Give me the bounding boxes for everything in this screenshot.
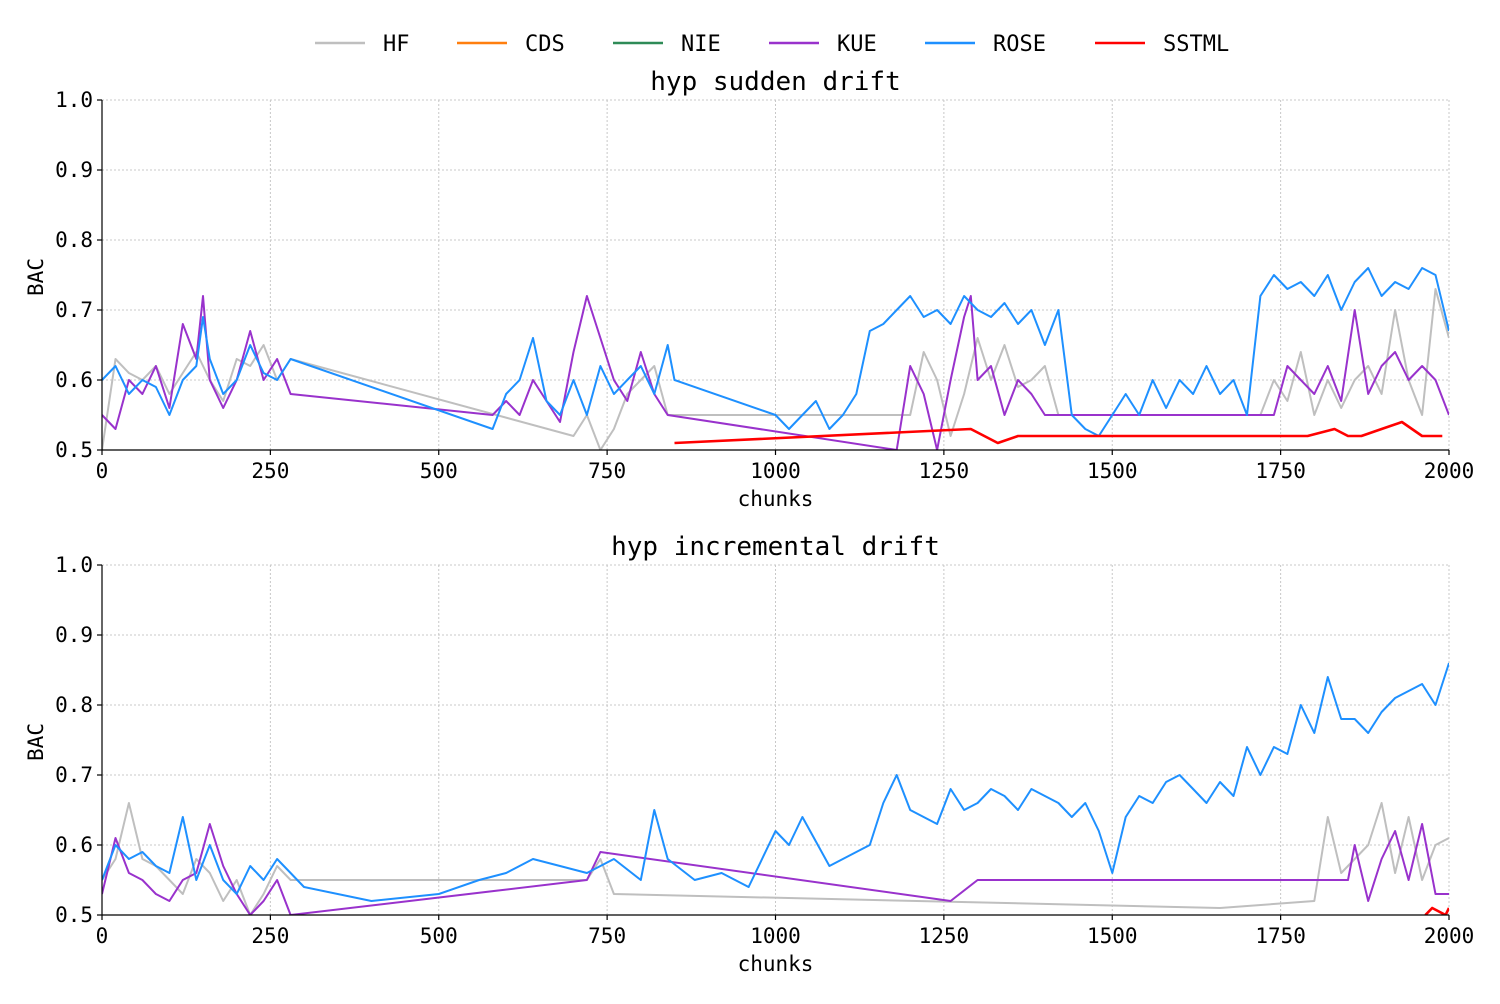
x-tick-label: 0 — [96, 924, 109, 948]
x-axis-label: chunks — [738, 952, 814, 976]
x-axis-label: chunks — [738, 487, 814, 511]
x-tick-label: 250 — [251, 459, 289, 483]
legend-label-kue: KUE — [837, 32, 877, 57]
panel-hyp-incremental-drift: 0 250 500 750 1000 1250 1500 1750 2000 0.5 0.6 0.7 0… — [24, 532, 1474, 976]
legend-label-hf: HF — [383, 32, 410, 57]
y-tick-label: 0.5 — [55, 903, 93, 927]
panel-hyp-sudden-drift: 0 250 500 750 1000 1250 1500 1750 2000 0.5 0.6 0.7 0… — [24, 67, 1474, 511]
x-tick-label: 500 — [420, 459, 458, 483]
series-line-rose — [102, 662, 1449, 902]
x-tick-label: 1750 — [1255, 459, 1306, 483]
legend-label-cds: CDS — [525, 32, 565, 57]
y-tick-label: 0.8 — [55, 228, 93, 252]
x-tick-label: 2000 — [1424, 459, 1475, 483]
x-tick-label: 750 — [588, 924, 626, 948]
x-tick-label: 1000 — [750, 459, 801, 483]
y-tick-label: 0.7 — [55, 763, 93, 787]
y-tick-label: 0.7 — [55, 298, 93, 322]
series-line-hf — [102, 802, 1449, 915]
legend-label-sstml: SSTML — [1163, 32, 1229, 57]
x-tick-label: 1500 — [1087, 459, 1138, 483]
y-tick-label: 0.9 — [55, 623, 93, 647]
x-tick-label: 0 — [96, 459, 109, 483]
x-tick-label: 1250 — [919, 459, 970, 483]
series-line-sstml — [1424, 906, 1449, 915]
x-tick-label: 2000 — [1424, 924, 1475, 948]
y-tick-label: 0.6 — [55, 833, 93, 857]
x-tick-label: 750 — [588, 459, 626, 483]
legend: HF CDS NIE KUE ROSE SSTML — [315, 32, 1229, 57]
series-line-sstml — [674, 420, 1443, 445]
y-tick-label: 1.0 — [55, 88, 93, 112]
y-tick-label: 0.9 — [55, 158, 93, 182]
x-tick-label: 1250 — [919, 924, 970, 948]
y-tick-label: 0.6 — [55, 368, 93, 392]
legend-label-rose: ROSE — [993, 32, 1046, 57]
series-line-rose — [102, 267, 1449, 437]
x-tick-label: 1000 — [750, 924, 801, 948]
y-tick-label: 0.5 — [55, 438, 93, 462]
chart-title: hyp sudden drift — [650, 67, 900, 97]
legend-label-nie: NIE — [681, 32, 721, 57]
y-tick-label: 0.8 — [55, 693, 93, 717]
chart-title: hyp incremental drift — [611, 532, 940, 562]
x-tick-label: 250 — [251, 924, 289, 948]
x-tick-label: 1750 — [1255, 924, 1306, 948]
series-line-kue — [102, 823, 1449, 915]
y-tick-label: 1.0 — [55, 553, 93, 577]
x-tick-label: 1500 — [1087, 924, 1138, 948]
y-axis-label: BAC — [24, 723, 48, 761]
y-axis-label: BAC — [24, 258, 48, 296]
x-tick-label: 500 — [420, 924, 458, 948]
